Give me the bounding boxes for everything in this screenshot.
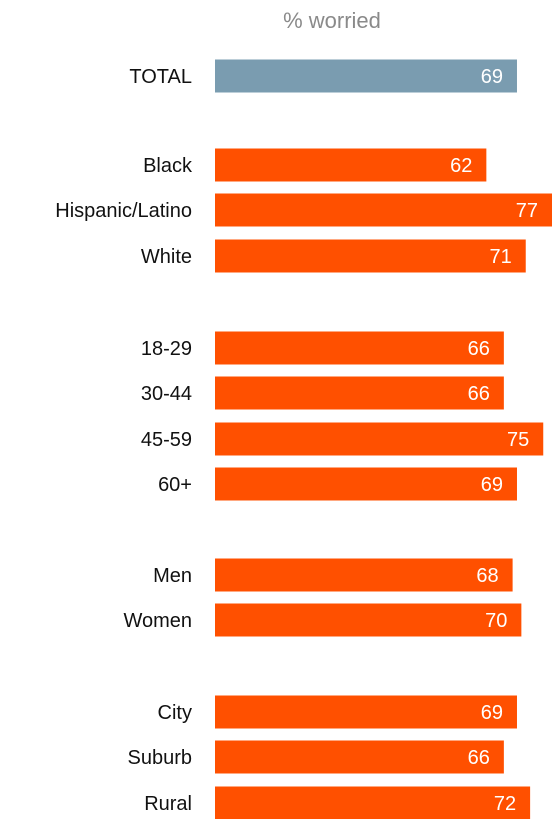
bar-rural [215,786,531,819]
category-label-18-29: 18-29 [141,338,192,360]
value-label-suburb: 66 [468,747,490,769]
bar-hispanic-latino [215,193,552,227]
category-label-45-59: 45-59 [141,429,192,451]
category-label-total: TOTAL [129,66,192,88]
bar-white [215,239,526,273]
value-label-city: 69 [481,702,503,724]
value-label-men: 68 [476,565,498,587]
category-label-black: Black [143,155,193,177]
category-label-city: City [158,702,192,724]
value-label-women: 70 [485,610,507,632]
bar-women [215,603,522,637]
value-label-18-29: 66 [468,338,490,360]
bar-black [215,148,487,182]
category-label-men: Men [153,565,192,587]
value-label-60: 69 [481,474,503,496]
chart-subtitle: % worried [283,8,381,33]
value-label-black: 62 [450,155,472,177]
category-label-30-44: 30-44 [141,383,192,405]
value-label-45-59: 75 [507,429,529,451]
value-label-rural: 72 [494,793,516,815]
bar-18-29 [215,331,504,365]
bar-men [215,558,513,592]
bar-total [215,59,517,93]
category-label-women: Women [123,610,192,632]
category-label-60: 60+ [158,474,192,496]
category-label-hispanic-latino: Hispanic/Latino [55,200,192,222]
bar-city [215,695,517,729]
value-label-30-44: 66 [468,383,490,405]
bar-60 [215,467,517,501]
value-label-total: 69 [481,66,503,88]
bar-suburb [215,740,504,774]
bars-group: TOTAL 69 Black 62 Hispanic/Latino 77 White 71 18… [55,59,552,819]
bar-45-59 [215,422,544,456]
value-label-hispanic-latino: 77 [516,200,538,222]
value-label-white: 71 [489,246,511,268]
category-label-rural: Rural [144,793,192,815]
bar-30-44 [215,376,504,410]
category-label-white: White [141,246,192,268]
category-label-suburb: Suburb [128,747,193,769]
